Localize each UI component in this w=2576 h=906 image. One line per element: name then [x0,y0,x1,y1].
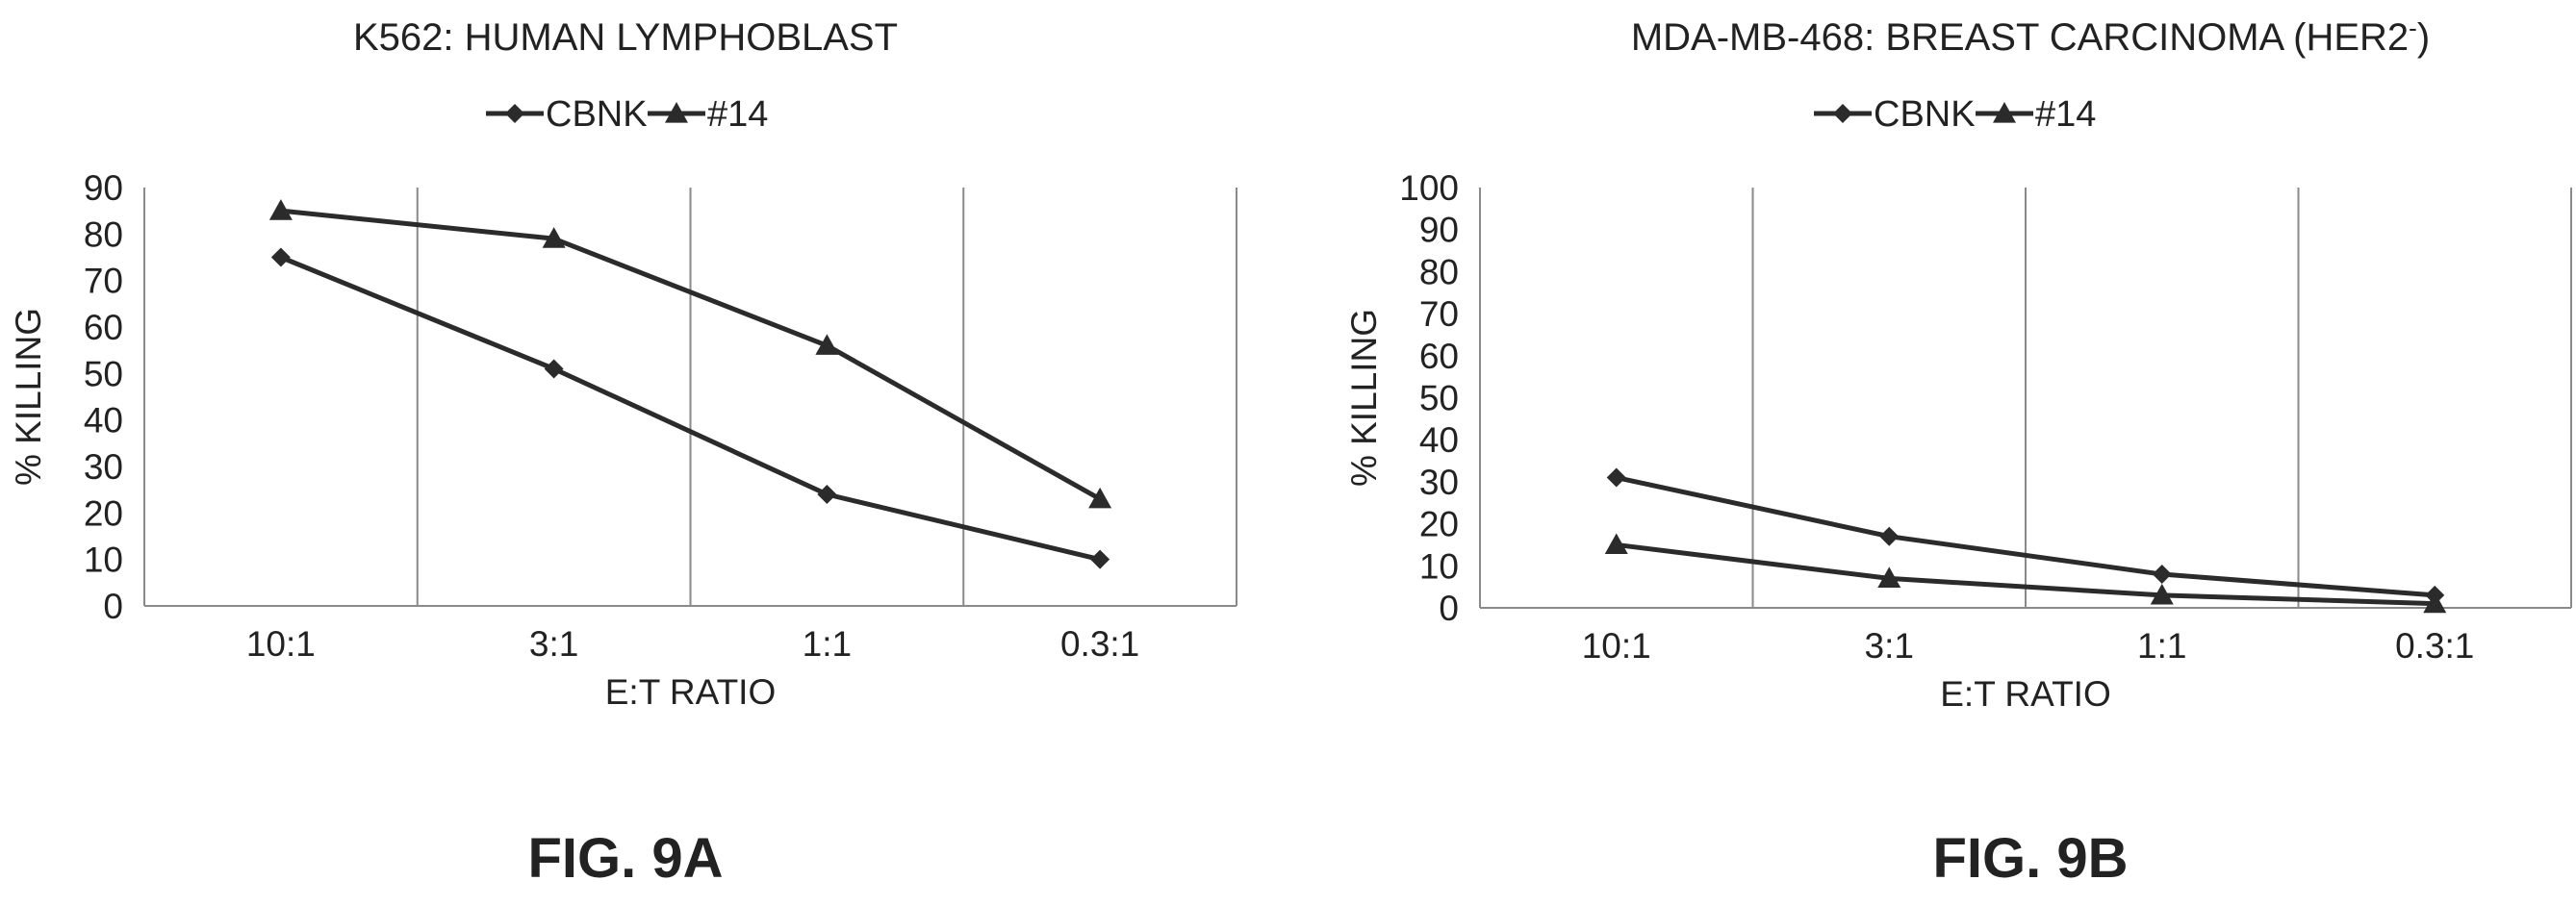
data-point-diamond [1606,467,1626,488]
chart-title-main: MDA-MB-468: BREAST CARCINOMA (HER2 [1631,16,2409,59]
series-1 [270,247,1110,569]
x-tick-label: 1:1 [803,624,852,664]
data-point-triangle [268,199,293,220]
series-line-diamond [1616,475,2436,598]
y-tick-label: 70 [84,262,123,301]
y-tick-label: 80 [84,214,123,254]
y-tick-label: 60 [1419,337,1459,376]
legend: CBNK #14 [1814,94,2096,135]
y-tick-label: 100 [1399,168,1459,208]
chart-1: K562: HUMAN LYMPHOBLAST CBNK #14 0 10 20 30 40 5… [9,16,1237,890]
legend-diamond-marker [1833,104,1852,123]
data-point-triangle [2423,591,2447,614]
x-tick-label: 0.3:1 [1060,624,1139,664]
y-tick-label: 60 [84,308,123,347]
y-tick-label: 90 [1419,211,1459,250]
legend: CBNK #14 [486,94,768,135]
legend-label-2: #14 [707,94,768,135]
data-point-diamond [544,359,564,379]
legend-triangle-marker [665,102,688,123]
series-2 [1604,533,2447,614]
chart-title: K562: HUMAN LYMPHOBLAST [353,16,898,59]
y-tick-label: 10 [1419,546,1459,586]
series-line-triangle [1616,541,2436,607]
data-point-diamond [1879,526,1900,546]
x-tick-label: 10:1 [1582,626,1651,666]
series-2 [268,199,1112,509]
y-tick-label: 50 [1419,379,1459,418]
data-point-triangle [1877,566,1901,589]
y-tick-label: 90 [84,168,123,208]
chart-2: MDA-MB-468: BREAST CARCINOMA (HER2-) CBNK… [1344,13,2572,890]
y-tick-label: 50 [84,354,123,393]
x-axis-label: E:T RATIO [605,672,776,712]
x-axis-label: E:T RATIO [1940,674,2110,714]
figure-label: FIG. 9A [527,827,723,890]
legend-label-1: CBNK [546,94,648,135]
legend-label-2: #14 [2035,94,2096,135]
x-tick-label: 3:1 [1865,626,1914,666]
y-tick-label: 40 [84,401,123,440]
chart-title-suffix: ) [2417,16,2430,59]
y-tick-label: 40 [1419,420,1459,460]
y-axis-label: % KILLING [1344,309,1384,487]
y-tick-label: 0 [103,587,123,626]
y-tick-label: 10 [84,541,123,580]
data-point-diamond [2152,565,2172,585]
x-tick-label: 10:1 [246,624,316,664]
y-tick-label: 80 [1419,252,1459,291]
chart-title-superscript: - [2409,13,2417,42]
data-point-triangle [2150,583,2174,605]
chart-title-main: K562: HUMAN LYMPHOBLAST [353,16,898,59]
series-1 [1606,467,2445,605]
data-point-triangle [1088,487,1112,509]
x-tick-label: 0.3:1 [2395,626,2474,666]
y-tick-label: 70 [1419,294,1459,334]
data-point-diamond [1090,549,1110,569]
legend-label-1: CBNK [1874,94,1976,135]
series-line-triangle [280,208,1102,502]
y-tick-label: 20 [1419,505,1459,544]
data-point-triangle [1604,533,1628,555]
data-point-triangle [815,334,839,355]
x-tick-label: 3:1 [529,624,578,664]
y-tick-label: 30 [1419,463,1459,502]
data-point-triangle [542,227,566,248]
y-axis-label: % KILLING [9,308,48,486]
x-tick-label: 1:1 [2137,626,2186,666]
y-tick-label: 20 [84,493,123,533]
y-tick-label: 30 [84,447,123,487]
figure-label: FIG. 9B [1932,827,2128,890]
legend-diamond-marker [505,104,524,123]
data-point-diamond [270,247,291,267]
data-point-diamond [817,485,837,504]
chart-title: MDA-MB-468: BREAST CARCINOMA (HER2-) [1631,13,2430,59]
y-tick-label: 0 [1439,589,1459,628]
series-line-diamond [279,255,1101,563]
legend-triangle-marker [1993,102,2016,123]
